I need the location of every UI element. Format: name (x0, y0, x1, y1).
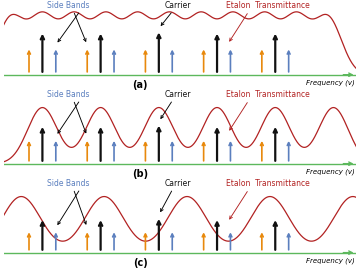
Text: Side Bands: Side Bands (47, 90, 89, 99)
Text: Carrier: Carrier (165, 1, 192, 10)
Text: Side Bands: Side Bands (47, 1, 89, 10)
Text: (c): (c) (133, 258, 148, 268)
Text: Carrier: Carrier (165, 90, 192, 99)
Text: Frequency (v): Frequency (v) (306, 257, 355, 264)
Text: Etalon  Transmittance: Etalon Transmittance (226, 179, 310, 188)
Text: (b): (b) (132, 169, 148, 179)
Text: Etalon  Transmittance: Etalon Transmittance (226, 1, 310, 10)
Text: Frequency (v): Frequency (v) (306, 168, 355, 175)
Text: (a): (a) (132, 80, 148, 90)
Text: Side Bands: Side Bands (47, 179, 89, 188)
Text: Etalon  Transmittance: Etalon Transmittance (226, 90, 310, 99)
Text: Carrier: Carrier (165, 179, 192, 188)
Text: Frequency (v): Frequency (v) (306, 79, 355, 86)
